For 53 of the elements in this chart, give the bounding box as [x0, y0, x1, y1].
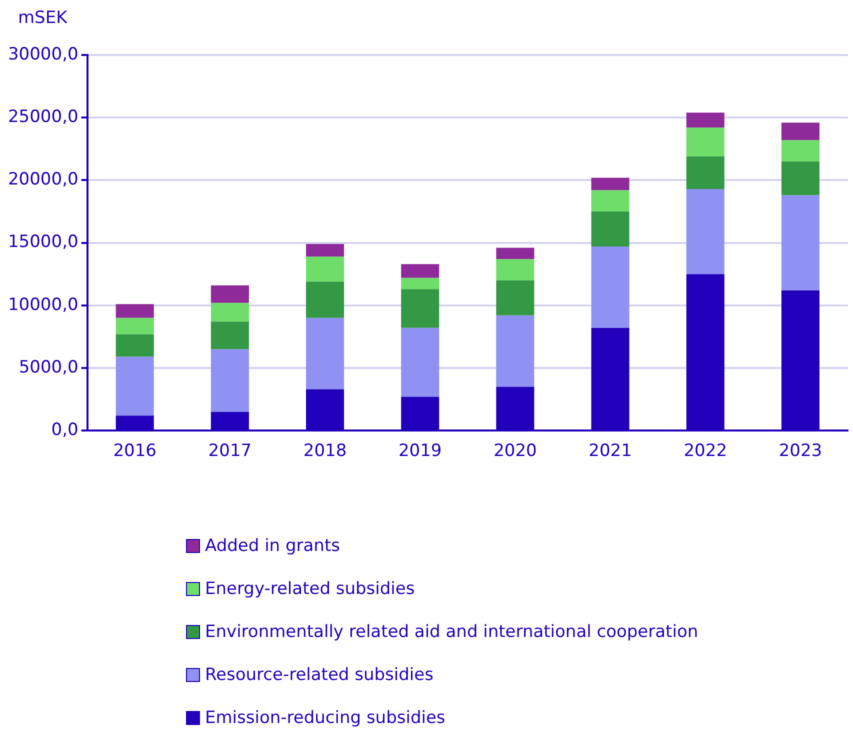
bar [781, 161, 820, 196]
legend-label: Environmentally related aid and international cooperation [205, 622, 698, 642]
bar [686, 112, 724, 128]
y-tick-label: 15000,0 [8, 232, 78, 252]
x-tick-label: 2019 [398, 441, 442, 462]
bar [591, 212, 630, 247]
bar [781, 122, 820, 140]
x-tick-label: 2017 [208, 441, 252, 462]
legend-label: Resource-related subsidies [205, 664, 434, 684]
bar [116, 334, 154, 357]
bar [306, 256, 344, 282]
y-tick-label: 10000,0 [8, 294, 78, 315]
x-tick-label: 2020 [494, 441, 537, 462]
bar [591, 178, 630, 190]
bar [686, 188, 724, 274]
bar [496, 280, 534, 316]
bar [591, 190, 630, 212]
y-tick-label: 25000,0 [8, 107, 78, 128]
bar [686, 128, 724, 156]
x-tick-label: 2023 [778, 441, 822, 462]
bar [781, 140, 820, 162]
bar [116, 304, 154, 318]
y-tick-label: 5000,0 [18, 357, 78, 378]
bar [306, 244, 344, 257]
bar [401, 264, 440, 278]
bar [781, 195, 820, 290]
bar [401, 328, 440, 397]
legend-label: Energy-related subsidies [205, 578, 415, 598]
bar [116, 356, 154, 416]
y-tick-label: 20000,0 [8, 170, 78, 190]
x-tick-label: 2022 [684, 441, 727, 462]
y-axis-title: mSEK [18, 8, 68, 28]
bar [496, 259, 534, 280]
bar [210, 322, 249, 350]
y-tick-label: 30000,0 [8, 44, 78, 64]
bar [401, 278, 440, 290]
bar [116, 318, 154, 334]
bar [210, 349, 249, 412]
y-tick-label: 0,0 [51, 420, 78, 440]
bar [496, 315, 534, 387]
bar [401, 289, 440, 328]
legend-label: Added in grants [205, 536, 340, 556]
x-tick-label: 2021 [588, 441, 632, 462]
bar [210, 285, 249, 303]
bar [306, 318, 344, 390]
bar [686, 156, 724, 189]
bar [591, 246, 630, 328]
bar [496, 248, 534, 260]
x-tick-label: 2018 [303, 441, 347, 462]
x-tick-label: 2016 [113, 441, 156, 462]
legend-label: Emission-reducing subsidies [205, 708, 446, 728]
bar [306, 282, 344, 318]
bar [210, 302, 249, 322]
